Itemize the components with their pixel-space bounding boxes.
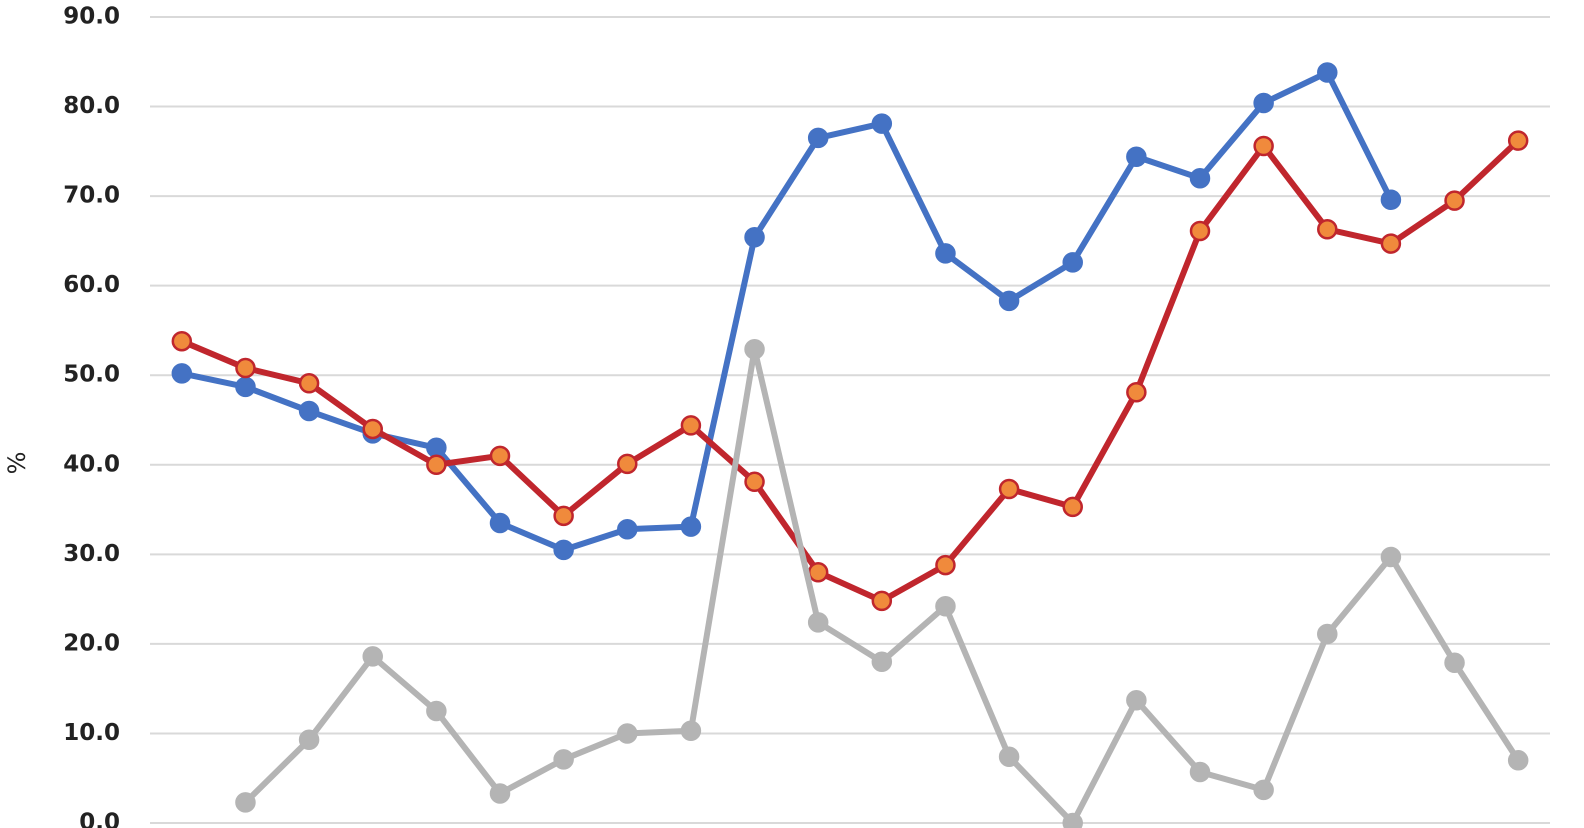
data-point bbox=[298, 400, 320, 422]
data-point bbox=[1062, 496, 1083, 518]
data-point bbox=[1189, 761, 1211, 783]
data-point bbox=[1380, 189, 1402, 210]
data-point bbox=[871, 113, 893, 134]
data-point bbox=[426, 437, 447, 459]
y-tick-label: 20.0 bbox=[63, 630, 120, 656]
y-tick-label: 80.0 bbox=[63, 93, 120, 119]
data-point bbox=[1444, 652, 1465, 673]
data-point bbox=[1126, 690, 1147, 711]
data-point bbox=[171, 330, 193, 352]
y-tick-label: 0.0 bbox=[79, 810, 120, 828]
data-point bbox=[807, 127, 829, 149]
data-point bbox=[744, 471, 765, 493]
series-line bbox=[180, 138, 1521, 604]
data-point bbox=[1380, 233, 1402, 254]
y-tick-label: 90.0 bbox=[63, 4, 120, 30]
data-point bbox=[1253, 135, 1274, 157]
data-point bbox=[489, 512, 511, 534]
data-point bbox=[553, 505, 574, 527]
data-point bbox=[489, 445, 511, 467]
y-axis-label: % bbox=[3, 452, 31, 475]
y-tick-label: 40.0 bbox=[63, 451, 120, 477]
data-point bbox=[680, 516, 702, 537]
data-point bbox=[1126, 381, 1147, 403]
data-point bbox=[553, 749, 574, 770]
data-point bbox=[1062, 252, 1083, 273]
data-point bbox=[235, 376, 256, 398]
data-point bbox=[1317, 623, 1338, 645]
data-point bbox=[362, 418, 383, 440]
data-point bbox=[935, 243, 956, 264]
data-point bbox=[744, 227, 765, 248]
data-point bbox=[553, 539, 574, 561]
data-point bbox=[998, 478, 1020, 500]
data-point bbox=[1507, 750, 1529, 771]
data-point bbox=[171, 363, 193, 384]
data-point bbox=[235, 792, 256, 813]
data-point bbox=[807, 561, 829, 583]
data-point bbox=[617, 519, 638, 540]
data-point bbox=[617, 453, 638, 475]
data-point bbox=[1444, 190, 1465, 211]
data-point bbox=[1062, 812, 1083, 828]
data-point bbox=[1126, 146, 1147, 167]
data-point bbox=[617, 723, 638, 744]
data-point bbox=[998, 746, 1020, 767]
data-point bbox=[871, 590, 893, 612]
data-point bbox=[1507, 130, 1529, 151]
data-point bbox=[1189, 167, 1211, 189]
data-point bbox=[807, 612, 829, 633]
data-point bbox=[1189, 220, 1211, 242]
data-point bbox=[935, 554, 956, 576]
data-point bbox=[235, 357, 256, 379]
series-line bbox=[243, 346, 1521, 826]
data-point bbox=[298, 729, 320, 750]
data-point bbox=[426, 700, 447, 722]
data-point bbox=[1317, 218, 1338, 240]
data-point bbox=[680, 720, 702, 742]
data-point bbox=[744, 339, 765, 360]
data-point bbox=[1317, 62, 1338, 83]
data-point bbox=[362, 646, 383, 667]
data-point bbox=[1253, 779, 1274, 801]
data-point bbox=[935, 596, 956, 617]
data-point bbox=[998, 290, 1020, 312]
data-point bbox=[1380, 546, 1402, 568]
data-point bbox=[426, 454, 447, 476]
data-point bbox=[298, 373, 320, 394]
y-tick-label: 50.0 bbox=[63, 362, 120, 388]
y-tick-label: 30.0 bbox=[63, 541, 120, 567]
y-tick-label: 10.0 bbox=[63, 720, 120, 746]
data-point bbox=[1253, 92, 1274, 114]
data-point bbox=[489, 783, 511, 804]
data-point bbox=[680, 415, 702, 436]
y-tick-label: 70.0 bbox=[63, 183, 120, 209]
data-point bbox=[871, 651, 893, 673]
y-tick-label: 60.0 bbox=[63, 272, 120, 298]
